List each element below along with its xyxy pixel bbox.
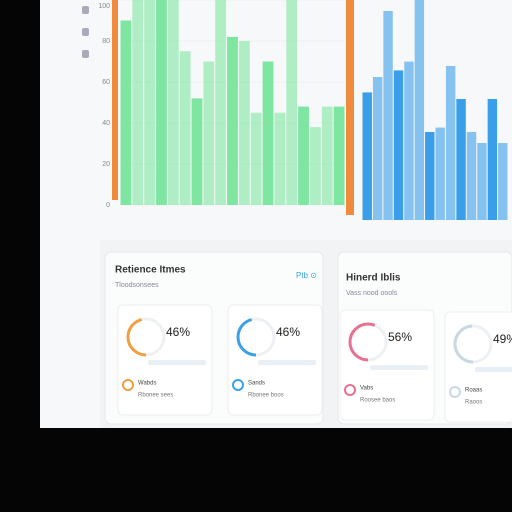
donut-arc: [126, 317, 166, 357]
bar: [404, 61, 414, 220]
card-detail: Roosee baos: [360, 398, 395, 404]
bar: [132, 0, 144, 205]
card-detail: Rbonee sees: [138, 393, 173, 399]
card-icon: [344, 384, 356, 396]
y-tick-label: 20: [102, 161, 110, 168]
bar: [286, 0, 298, 205]
bar: [238, 41, 250, 205]
card-icon: [449, 386, 461, 398]
bar: [445, 66, 456, 220]
bar: [227, 36, 238, 206]
accent-bar: [346, 0, 354, 215]
bar: [156, 0, 167, 205]
bar: [362, 92, 372, 220]
donut-arc: [453, 324, 493, 364]
bar: [321, 106, 333, 205]
bar: [477, 143, 487, 220]
bar: [372, 77, 383, 220]
accent-bar: [112, 0, 118, 200]
sidebar-icons: [82, 6, 89, 58]
card-detail: Raoos: [465, 400, 482, 406]
bar: [333, 106, 345, 205]
percent-label: 46%: [276, 325, 300, 339]
y-tick-label: 0: [106, 202, 110, 209]
y-tick-label: 60: [102, 79, 110, 86]
donut-arc: [348, 322, 388, 362]
bar: [191, 98, 203, 205]
panel-subtitle: Vass nood oools: [346, 290, 398, 297]
bar: [393, 70, 404, 221]
bar: [487, 99, 498, 220]
bar: [144, 0, 156, 205]
bar: [274, 112, 286, 205]
panel-title: Retience Itmes: [115, 265, 186, 276]
panel-subtitle: Tloodsonsees: [115, 282, 159, 289]
progress-track: [148, 360, 206, 365]
bar: [309, 127, 321, 205]
bar: [435, 127, 445, 220]
card-name: Sands: [248, 381, 265, 387]
card-name: Wabds: [138, 381, 156, 387]
bar: [120, 20, 132, 205]
bar: [383, 11, 393, 220]
card-icon: [122, 379, 134, 391]
card-detail: Rbonee boos: [248, 393, 284, 399]
progress-track: [258, 360, 316, 365]
bar: [425, 132, 435, 220]
progress-track: [370, 365, 428, 370]
percent-label: 49%: [493, 332, 512, 346]
percent-label: 46%: [166, 325, 190, 339]
y-tick-label: 40: [102, 120, 110, 127]
bar: [179, 51, 191, 205]
bar: [167, 0, 179, 205]
bar: [203, 61, 215, 205]
panel-link[interactable]: Ptb ⊙: [296, 271, 317, 280]
card-name: Vabs: [360, 386, 373, 392]
donut-arc: [236, 317, 276, 357]
bar: [414, 0, 425, 220]
bar: [466, 132, 477, 220]
bar: [250, 112, 262, 205]
bar: [298, 106, 309, 205]
percent-label: 56%: [388, 330, 412, 344]
y-tick-label: 80: [102, 38, 110, 45]
card-icon: [232, 379, 244, 391]
bar: [215, 0, 227, 205]
bar: [262, 61, 274, 205]
y-tick-label: 100: [98, 3, 110, 10]
card-name: Roaas: [465, 388, 482, 394]
panel-title: Hinerd Iblis: [346, 273, 401, 284]
progress-track: [475, 367, 512, 372]
bar: [456, 99, 466, 220]
bar: [498, 143, 508, 220]
